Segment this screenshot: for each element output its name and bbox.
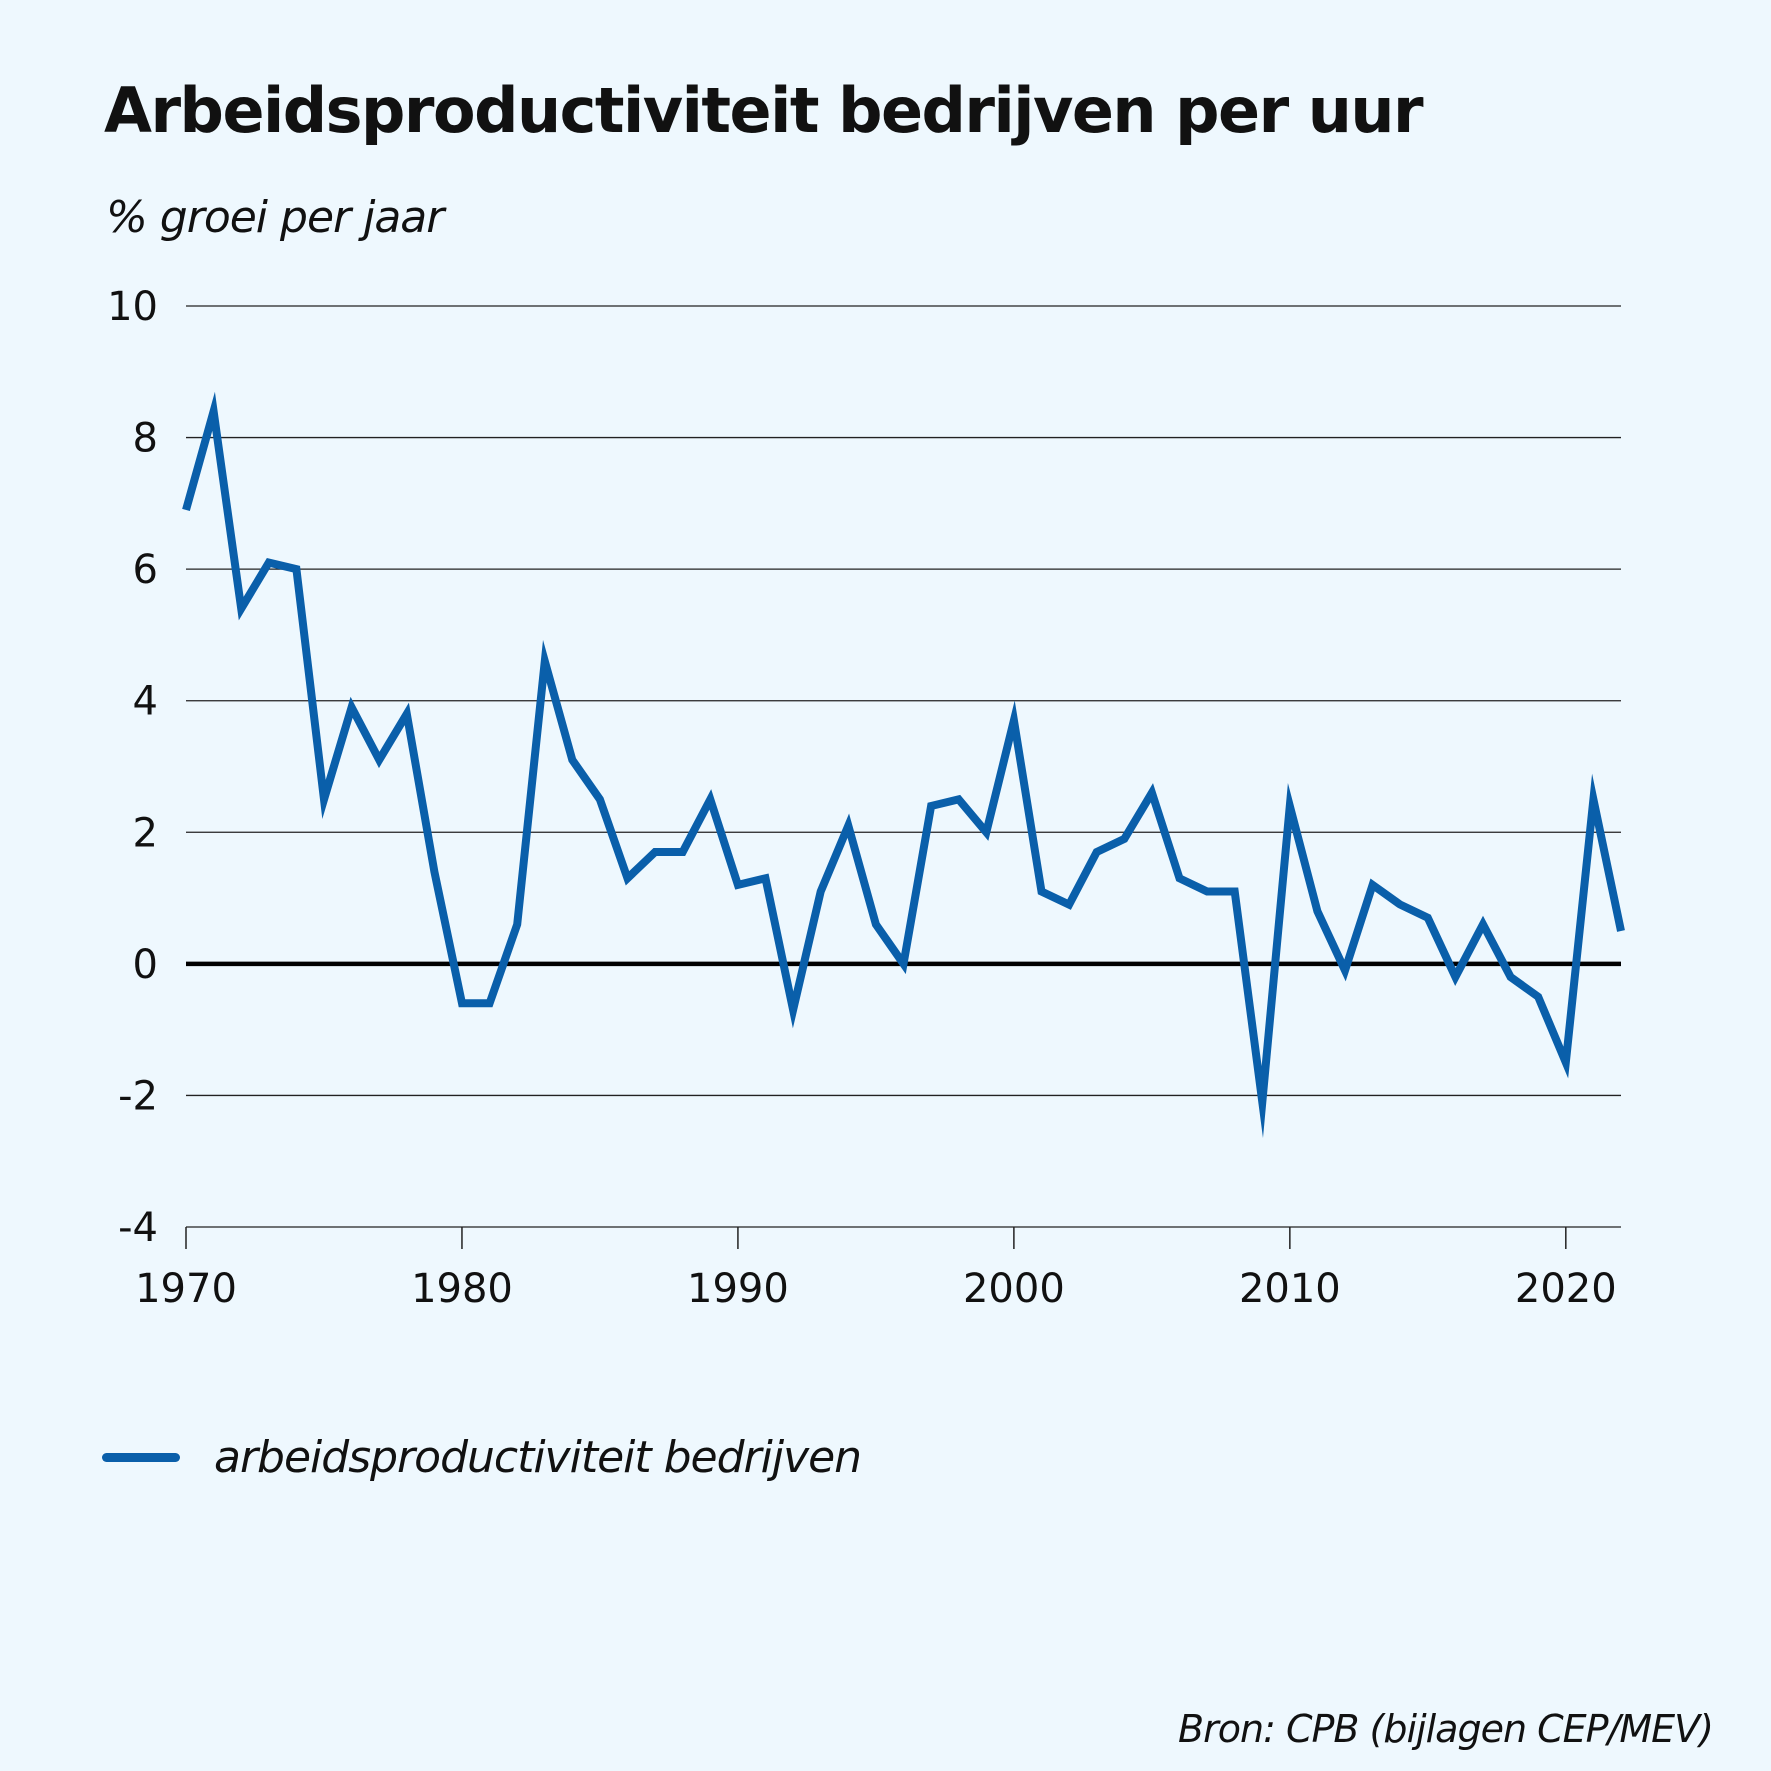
gridlines [186,305,1621,1228]
y-tick-label-neg4: -4 [118,1205,158,1251]
legend: arbeidsproductiviteit bedrijven [102,1432,862,1483]
chart-title: Arbeidsproductiviteit bedrijven per uur [104,74,1424,147]
legend-swatch [102,1453,180,1462]
x-tick-label-2010: 2010 [1239,1266,1341,1312]
y-tick-label-4: 4 [133,679,158,725]
source-note: Bron: CPB (bijlagen CEP/MEV) [1178,1707,1714,1751]
x-tick-label-2000: 2000 [963,1266,1065,1312]
x-tick-label-2020: 2020 [1515,1266,1617,1312]
x-axis-ticks: 1970 1980 1990 2000 2010 2020 [135,1227,1617,1312]
y-tick-label-10: 10 [107,284,158,330]
y-tick-label-8: 8 [133,416,158,462]
series-line-0 [182,391,1625,1138]
y-tick-label-6: 6 [133,547,158,593]
legend-label: arbeidsproductiviteit bedrijven [214,1432,862,1483]
x-tick-label-1970: 1970 [135,1266,237,1312]
y-axis-unit-label: % groei per jaar [106,192,444,243]
y-tick-label-neg2: -2 [118,1073,158,1119]
series-layer [182,391,1625,1138]
x-tick-label-1980: 1980 [411,1266,513,1312]
y-tick-label-2: 2 [133,810,158,856]
x-tick-label-1990: 1990 [687,1266,789,1312]
y-tick-label-0: 0 [133,942,158,988]
y-axis-ticks: 10 8 6 4 2 0 -2 -4 [107,284,158,1251]
